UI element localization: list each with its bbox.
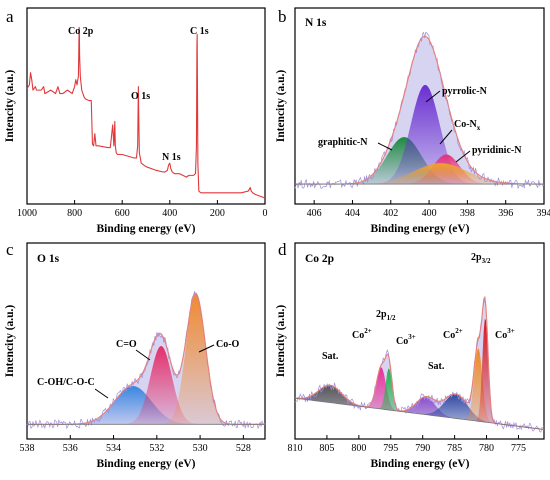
- panel-d: d Co 2p Intencity (a.u.) Binding energy …: [275, 240, 545, 470]
- xtick-label: 800: [351, 443, 366, 454]
- xtick-label: 396: [498, 208, 513, 219]
- xtick-label: 600: [115, 208, 130, 219]
- panel-c-letter: c: [6, 240, 14, 259]
- panel-d-xticks: 810 805 800 795 790 785 780 775: [288, 435, 526, 454]
- panel-b-letter: b: [278, 7, 287, 26]
- raw-data-line: [294, 298, 545, 433]
- background-line: [294, 397, 545, 430]
- survey-line: [26, 26, 266, 199]
- annotation-co2-plus-b: Co2+: [443, 327, 463, 341]
- xtick-label: 400: [422, 208, 437, 219]
- pointer-co-nx: [439, 129, 453, 145]
- component-peak: [295, 397, 544, 430]
- pointer-graphitic-n: [377, 142, 393, 151]
- xtick-label: 780: [479, 443, 494, 454]
- panel-c-title: O 1s: [37, 253, 60, 265]
- panel-d-xlabel: Binding energy (eV): [370, 458, 469, 470]
- xtick-label: 394: [537, 208, 550, 219]
- pointer-pyrrolic-n: [425, 90, 441, 103]
- panel-c: c O 1s Intencity (a.u.) Binding energy (…: [4, 240, 266, 470]
- panel-c-plot: [26, 291, 266, 430]
- component-peak: [295, 84, 544, 185]
- panel-d-letter: d: [278, 240, 287, 259]
- pointer-pyridinic-n: [455, 150, 471, 163]
- annotation-co3-plus-b: Co3+: [495, 327, 515, 341]
- annotation-co2-plus-a: Co2+: [352, 327, 372, 341]
- annotation-graphitic-n: graphitic-N: [318, 137, 368, 148]
- xtick-label: 406: [307, 208, 322, 219]
- xtick-label: 810: [288, 443, 303, 454]
- panel-b-ylabel: Intencity (a.u.): [275, 70, 287, 143]
- xtick-label: 805: [319, 443, 334, 454]
- xtick-label: 790: [415, 443, 430, 454]
- panel-a: a Intencity (a.u.) Binding energy (eV) 1…: [4, 7, 268, 235]
- xtick-label: 800: [67, 208, 82, 219]
- annotation-2p12: 2p1/2: [376, 309, 396, 322]
- annotation-co2p: Co 2p: [68, 26, 94, 37]
- xtick-label: 795: [383, 443, 398, 454]
- xtick-label: 402: [383, 208, 398, 219]
- annotation-sat-a: Sat.: [322, 351, 339, 362]
- xtick-label: 1000: [17, 208, 37, 219]
- annotation-pyridinic-n: pyridinic-N: [472, 145, 522, 156]
- annotation-n1s: N 1s: [162, 152, 181, 163]
- panel-a-annotations: Co 2p O 1s N 1s C 1s: [68, 26, 209, 163]
- panel-c-xlabel: Binding energy (eV): [96, 458, 195, 470]
- annotation-c-o-double: C=O: [116, 339, 137, 350]
- panel-c-xticks: 538 536 534 532 530 528: [20, 435, 251, 454]
- panel-b-xticks: 406 404 402 400 398 396 394: [307, 200, 550, 219]
- panel-d-title: Co 2p: [305, 253, 334, 265]
- panel-c-frame: [26, 242, 266, 440]
- panel-b-title: N 1s: [305, 17, 327, 29]
- annotation-c1s: C 1s: [190, 26, 209, 37]
- xtick-label: 532: [149, 443, 164, 454]
- annotation-2p32: 2p3/2: [471, 252, 491, 265]
- annotation-pyrrolic-n: pyrrolic-N: [442, 86, 488, 97]
- panel-d-ylabel: Intencity (a.u.): [275, 305, 287, 378]
- xtick-label: 0: [263, 208, 268, 219]
- component-peak: [27, 293, 265, 425]
- panel-b-xlabel: Binding energy (eV): [370, 223, 469, 235]
- panel-b: b N 1s Intencity (a.u.) Binding energy (…: [275, 7, 550, 235]
- annotation-co-o: Co-O: [216, 339, 240, 350]
- xtick-label: 785: [447, 443, 462, 454]
- component-peak: [27, 346, 265, 425]
- panel-b-annotations: pyrrolic-N Co-Nx graphitic-N pyridinic-N: [318, 86, 522, 163]
- component-peak: [295, 163, 544, 185]
- panel-a-letter: a: [6, 7, 14, 26]
- component-peak: [295, 318, 544, 430]
- panel-a-plot: [26, 26, 266, 199]
- annotation-sat-b: Sat.: [428, 361, 445, 372]
- panel-c-annotations: C=O Co-O C-OH/C-O-C: [37, 339, 240, 399]
- pointer-c-oh: [94, 388, 109, 399]
- panel-a-ylabel: Intencity (a.u.): [4, 70, 16, 143]
- panel-c-ylabel: Intencity (a.u.): [4, 305, 16, 378]
- xtick-label: 528: [236, 443, 251, 454]
- annotation-co-nx: Co-Nx: [454, 119, 481, 132]
- xtick-label: 200: [210, 208, 225, 219]
- annotation-co3-plus-a: Co3+: [396, 333, 416, 347]
- panel-a-frame: [26, 7, 266, 205]
- xtick-label: 775: [511, 443, 526, 454]
- xtick-label: 530: [193, 443, 208, 454]
- pointer-co-o: [198, 344, 215, 353]
- xtick-label: 400: [162, 208, 177, 219]
- panel-b-plot: [294, 31, 545, 190]
- panel-a-xticks: 1000 800 600 400 200 0: [17, 200, 268, 219]
- panel-a-xlabel: Binding energy (eV): [96, 223, 195, 235]
- panel-d-annotations: 2p3/2 2p1/2 Co2+ Co3+ Sat. Sat. Co2+ Co3…: [322, 252, 515, 372]
- xtick-label: 404: [345, 208, 360, 219]
- panel-b-frame: [294, 7, 545, 205]
- xtick-label: 398: [460, 208, 475, 219]
- xtick-label: 534: [106, 443, 121, 454]
- panel-d-frame: [294, 242, 545, 440]
- xtick-label: 538: [20, 443, 35, 454]
- panel-d-plot: [294, 295, 545, 433]
- xtick-label: 536: [63, 443, 78, 454]
- pointer-c-o-double: [135, 349, 151, 361]
- annotation-o1s: O 1s: [131, 91, 150, 102]
- annotation-c-oh: C-OH/C-O-C: [37, 377, 95, 388]
